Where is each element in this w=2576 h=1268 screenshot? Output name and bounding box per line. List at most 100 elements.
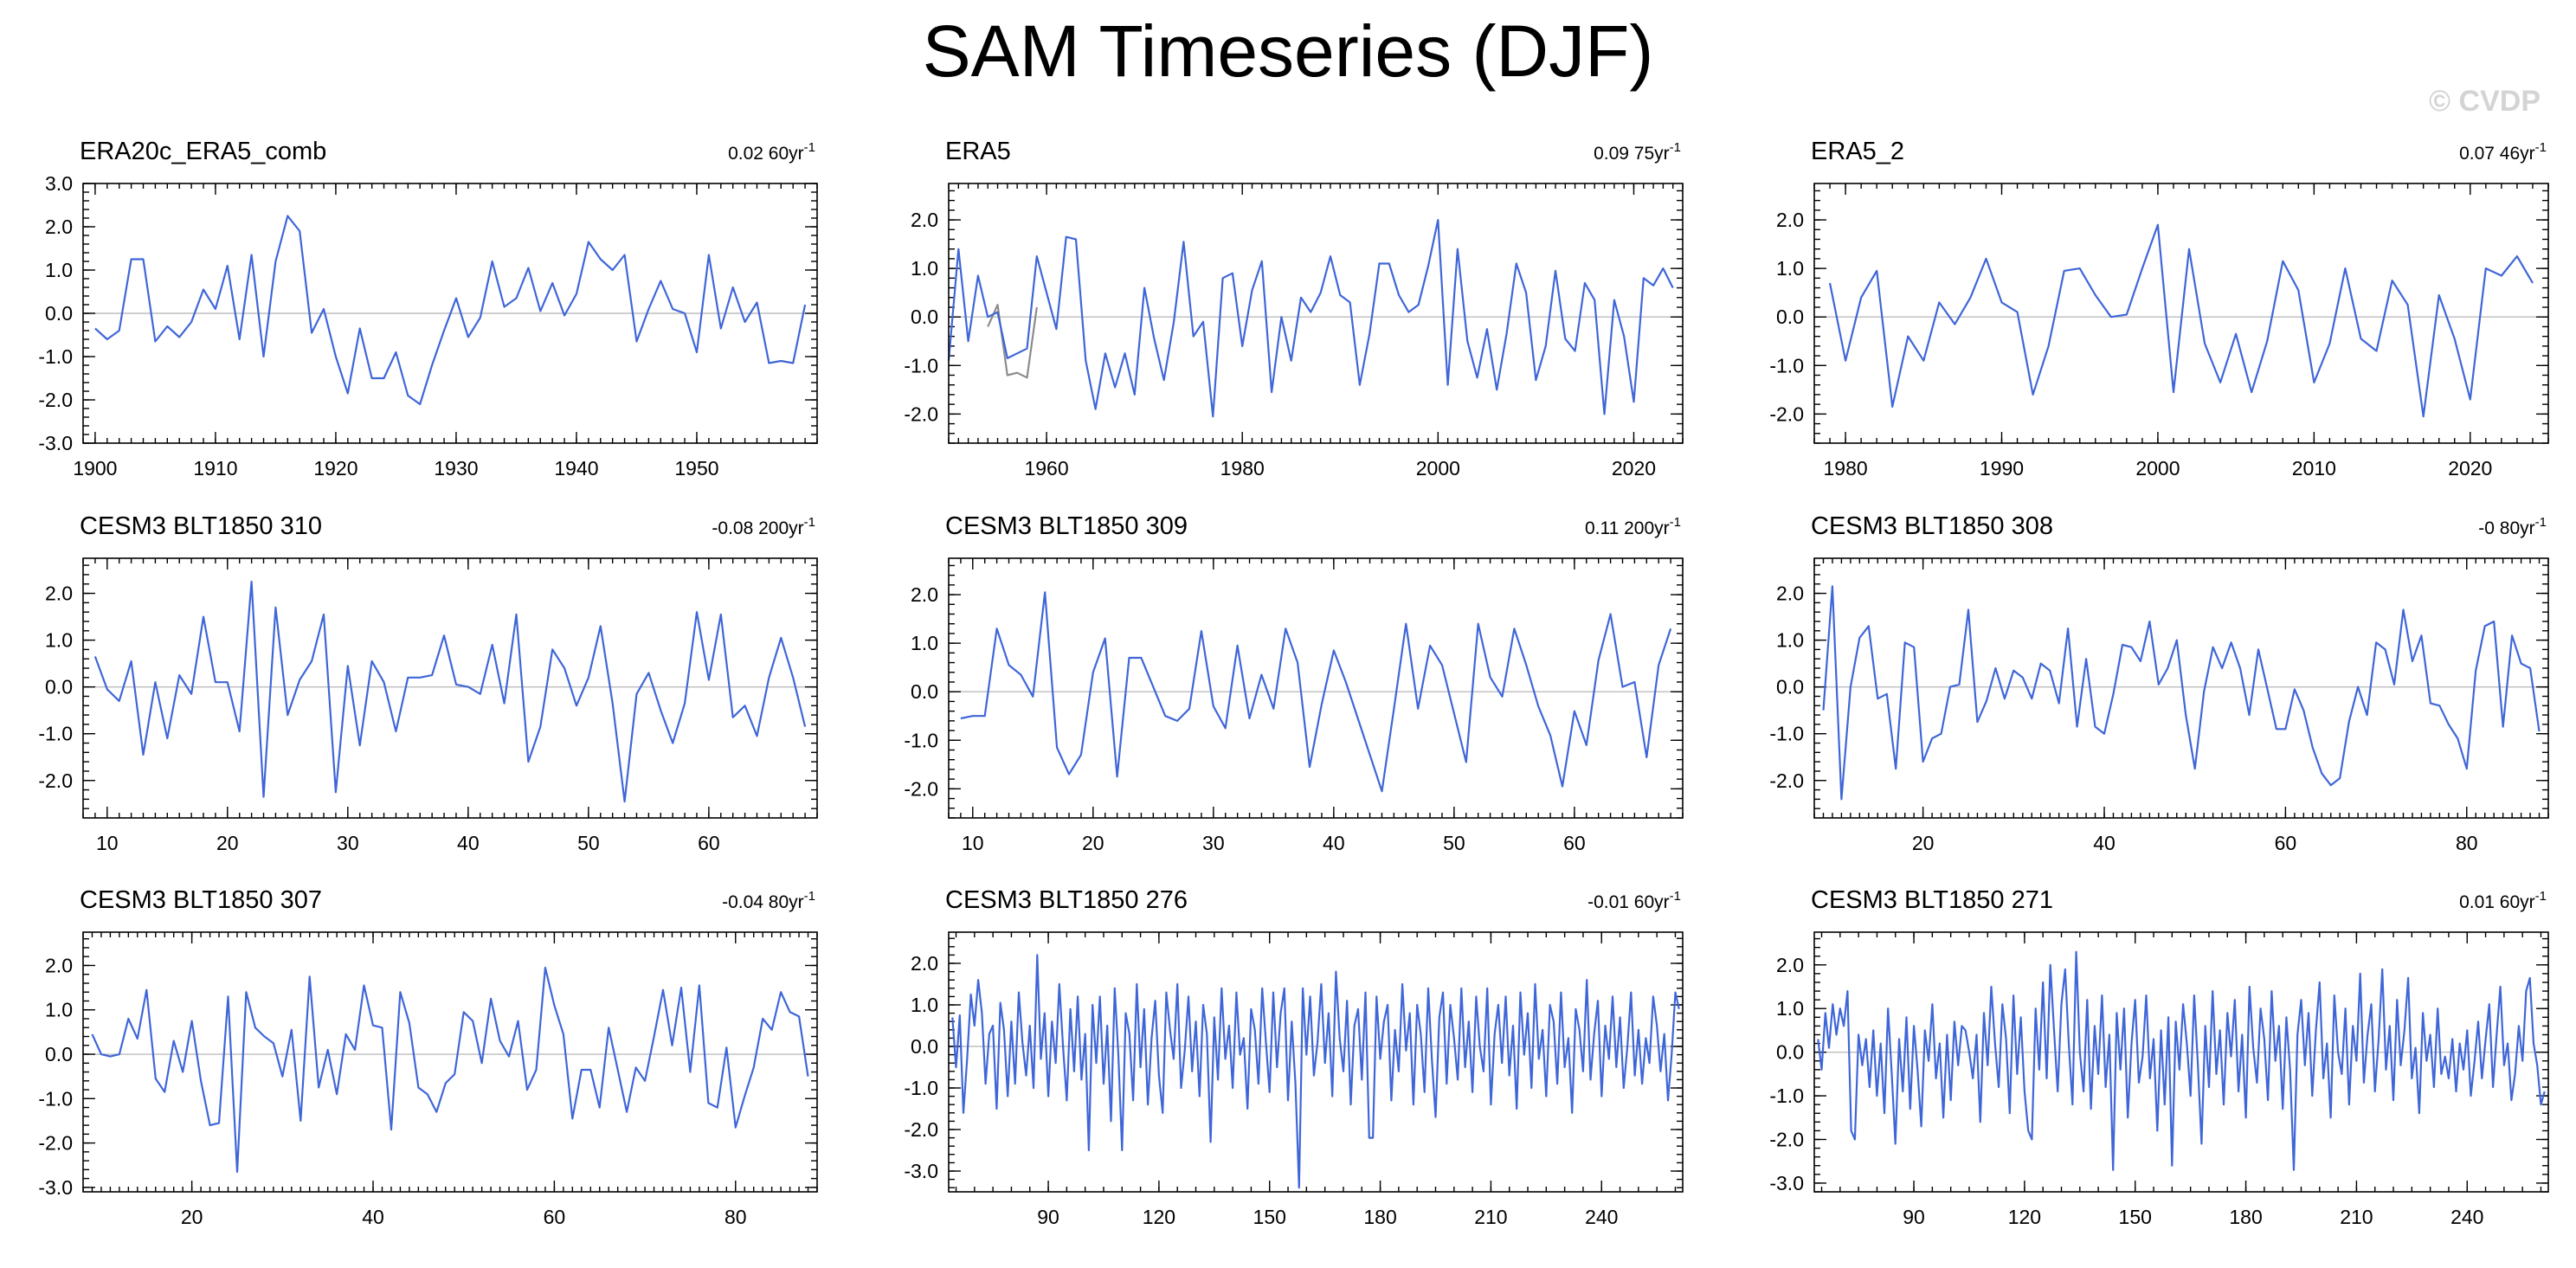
series-line	[947, 219, 1674, 418]
x-tick-label: 1900	[73, 457, 117, 480]
x-tick-label: 1920	[313, 457, 357, 480]
x-tick-label: 50	[1443, 832, 1465, 854]
y-tick-label: 2.0	[911, 583, 938, 606]
x-tick-label: 60	[1563, 832, 1586, 854]
trend-label: 0.01 60yr-1	[2459, 889, 2547, 912]
x-tick-label: 60	[2275, 832, 2297, 854]
y-tick-label: -1.0	[904, 354, 938, 377]
y-tick-label: 2.0	[911, 209, 938, 231]
x-tick-label: 90	[1037, 1206, 1059, 1228]
panel-7: CESM3 BLT1850 307 -0.04 80yr-1 20 40 60 80 -3.…	[38, 886, 818, 1228]
y-tick-label: -1.0	[904, 729, 938, 751]
y-tick-label: 1.0	[1776, 629, 1804, 652]
series-line-secondary	[987, 304, 1038, 379]
trend-exponent: -1	[1670, 889, 1681, 904]
x-tick-label: 10	[962, 832, 984, 854]
x-tick-label: 180	[1363, 1206, 1396, 1228]
trend-exponent: -1	[804, 515, 815, 530]
y-tick-label: -1.0	[38, 1087, 73, 1110]
y-tick-label: 0.0	[911, 1035, 938, 1058]
x-tick-label: 210	[2340, 1206, 2373, 1228]
y-tick-label: 0.0	[45, 302, 73, 325]
panel-title: CESM3 BLT1850 309	[945, 512, 1188, 540]
x-tick-label: 1960	[1024, 457, 1068, 480]
y-tick-label: 0.0	[45, 1043, 73, 1065]
y-tick-label: -2.0	[1769, 402, 1804, 425]
y-tick-label: -2.0	[38, 389, 73, 411]
y-tick-label: 1.0	[1776, 257, 1804, 280]
panel-title: CESM3 BLT1850 271	[1811, 886, 2053, 914]
panel-8: CESM3 BLT1850 276 -0.01 60yr-1 90 120 150 180…	[904, 886, 1684, 1228]
plot-frame	[82, 183, 818, 444]
y-tick-label: -1.0	[1769, 354, 1804, 377]
trend-label: 0.11 200yr-1	[1585, 515, 1681, 538]
x-tick-label: 150	[2119, 1206, 2152, 1228]
y-tick-label: -1.0	[1769, 723, 1804, 745]
y-tick-label: -1.0	[38, 723, 73, 745]
series-line	[960, 591, 1672, 793]
series-line	[1817, 950, 2546, 1171]
x-tick-label: 20	[1082, 832, 1104, 854]
panel-title: CESM3 BLT1850 310	[80, 512, 322, 540]
y-tick-label: 3.0	[45, 172, 73, 195]
x-tick-label: 60	[698, 832, 720, 854]
plot-frame	[82, 557, 818, 819]
y-tick-label: 2.0	[1776, 209, 1804, 231]
panel-6: CESM3 BLT1850 308 -0 80yr-1 20 40 60 80 -2.0 -1…	[1769, 512, 2549, 854]
y-tick-label: 1.0	[45, 999, 73, 1021]
plot-frame	[948, 557, 1684, 819]
x-tick-label: 240	[1585, 1206, 1618, 1228]
y-tick-label: 0.0	[911, 680, 938, 703]
x-tick-label: 40	[2093, 832, 2116, 854]
plot-frame	[82, 931, 818, 1193]
x-tick-label: 20	[181, 1206, 203, 1228]
y-tick-label: -2.0	[1769, 1128, 1804, 1150]
panel-5: CESM3 BLT1850 309 0.11 200yr-1 10 20 30 40 50 6…	[904, 512, 1684, 854]
y-tick-label: 2.0	[45, 954, 73, 976]
panel-title: ERA5_2	[1811, 138, 1904, 165]
series-line	[1822, 585, 2541, 801]
y-tick-label: 1.0	[911, 632, 938, 654]
y-tick-label: 1.0	[45, 259, 73, 281]
y-tick-label: 0.0	[1776, 1041, 1804, 1064]
y-tick-label: -3.0	[38, 432, 73, 454]
main-title: SAM Timeseries (DJF)	[923, 10, 1654, 92]
x-tick-label: 20	[1912, 832, 1935, 854]
y-tick-label: 2.0	[911, 952, 938, 975]
plot-frame	[948, 931, 1684, 1193]
y-tick-label: -2.0	[904, 402, 938, 425]
panel-title: CESM3 BLT1850 276	[945, 886, 1188, 914]
x-tick-label: 20	[216, 832, 239, 854]
y-tick-label: 1.0	[1776, 997, 1804, 1020]
panel-3: ERA5_2 0.07 46yr-1 1980 1990 2000 2010 2020 -2.…	[1769, 138, 2549, 480]
panel-title: ERA5	[945, 138, 1011, 165]
x-tick-label: 40	[1323, 832, 1345, 854]
y-tick-label: -1.0	[904, 1077, 938, 1099]
trend-label: -0.04 80yr-1	[722, 889, 815, 912]
x-tick-label: 210	[1474, 1206, 1507, 1228]
x-tick-label: 30	[337, 832, 359, 854]
x-tick-label: 1980	[1220, 457, 1265, 480]
y-tick-label: -3.0	[38, 1176, 73, 1199]
panel-grid: ERA20c_ERA5_comb 0.02 60yr-1 1900 1910 1920 1…	[38, 138, 2549, 1228]
plot-frame	[1813, 183, 2549, 444]
x-tick-label: 1980	[1823, 457, 1867, 480]
y-tick-label: 0.0	[1776, 306, 1804, 328]
panel-4: CESM3 BLT1850 310 -0.08 200yr-1 10 20 30 40 50…	[38, 512, 818, 854]
x-tick-label: 2020	[1612, 457, 1656, 480]
y-tick-label: 2.0	[45, 583, 73, 605]
plot-frame	[1813, 931, 2549, 1193]
x-tick-label: 180	[2229, 1206, 2262, 1228]
x-tick-label: 90	[1903, 1206, 1925, 1228]
series-line	[91, 966, 809, 1173]
plot-frame	[948, 183, 1684, 444]
trend-label: -0.08 200yr-1	[712, 515, 815, 538]
x-tick-label: 2000	[1416, 457, 1460, 480]
y-tick-label: 2.0	[1776, 583, 1804, 605]
y-tick-label: 0.0	[1776, 676, 1804, 698]
panel-title: ERA20c_ERA5_comb	[80, 138, 326, 165]
x-tick-label: 120	[1143, 1206, 1175, 1228]
trend-exponent: -1	[2535, 515, 2547, 530]
panel-9: CESM3 BLT1850 271 0.01 60yr-1 90 120 150 180 2…	[1769, 886, 2549, 1228]
